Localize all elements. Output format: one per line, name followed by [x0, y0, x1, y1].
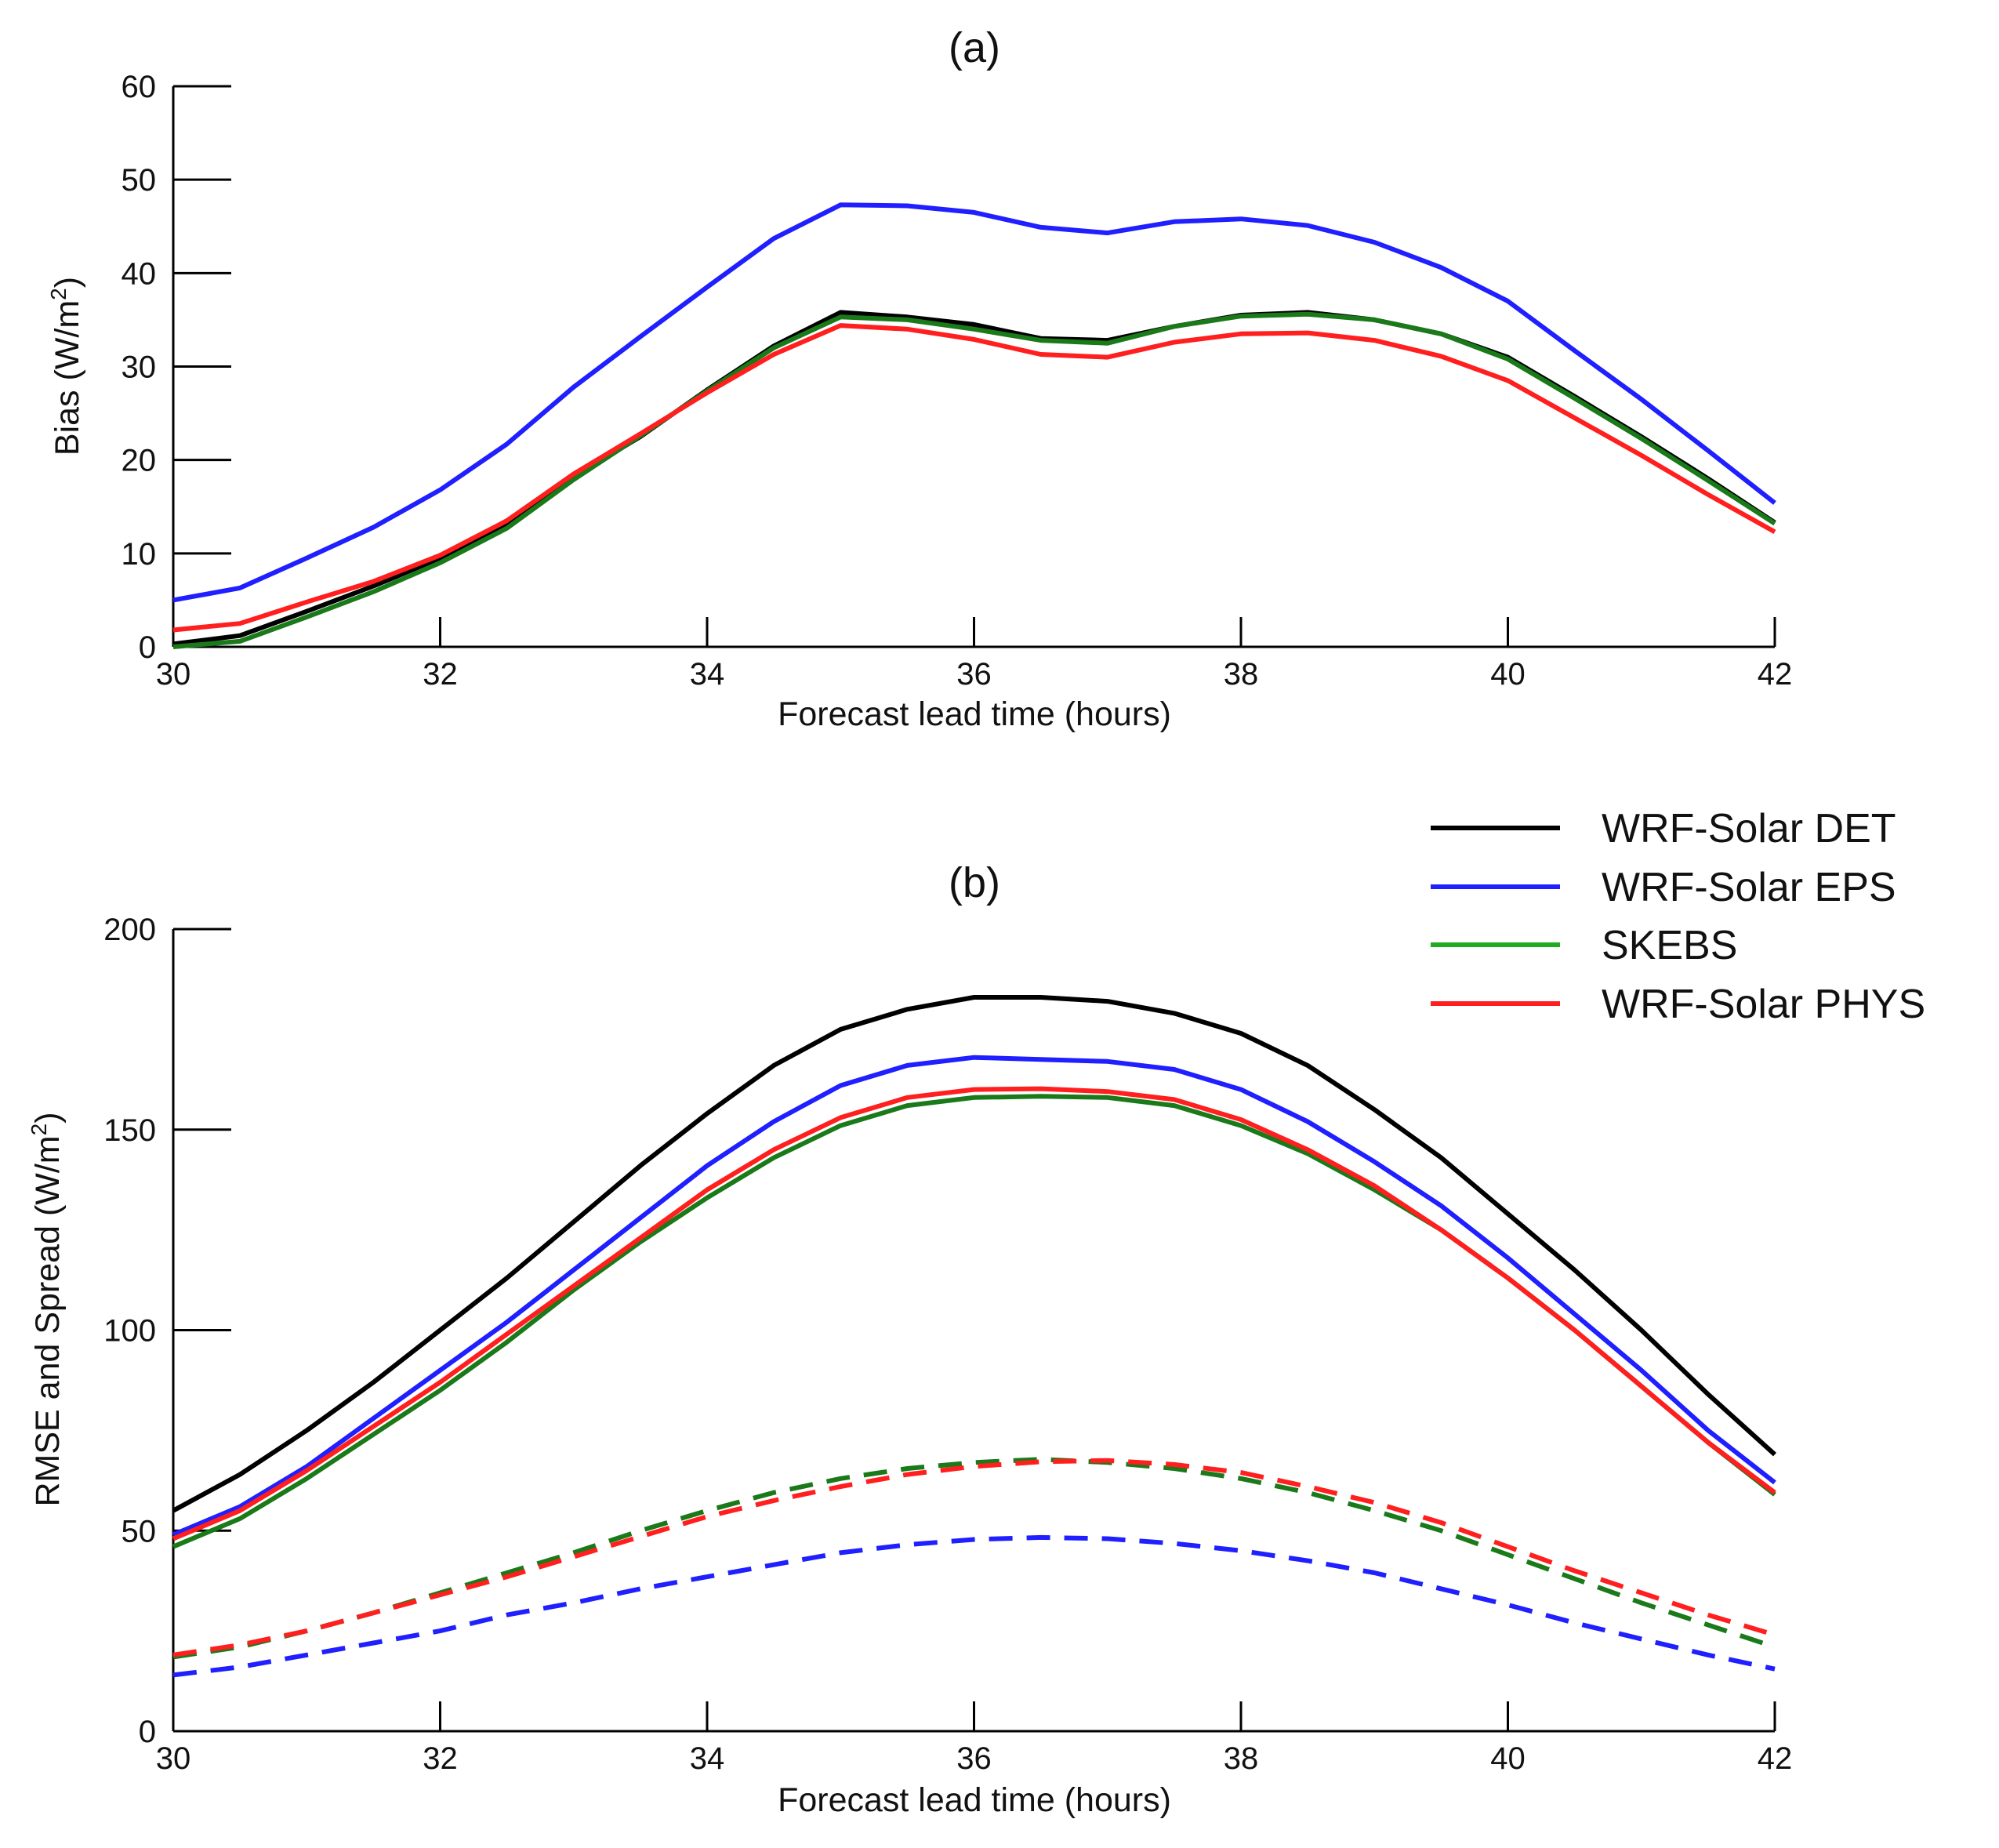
legend: WRF-Solar DET WRF-Solar EPS SKEBS WRF-So…: [1431, 806, 1925, 1027]
panel-b-y-label-sup: 2: [27, 1124, 51, 1136]
panel-b-y-tick-label: 50: [122, 1514, 157, 1548]
panel-b-x-tick-label: 38: [1224, 1741, 1259, 1776]
legend-label-wrf-solar-eps: WRF-Solar EPS: [1602, 865, 1896, 910]
panel-a-x-tick-label: 38: [1224, 657, 1259, 692]
panel-b-x-tick-label: 30: [156, 1741, 191, 1776]
panel-b-x-tick-label: 36: [956, 1741, 992, 1776]
panel-b-x-axis-label: Forecast lead time (hours): [778, 1781, 1171, 1819]
legend-label-wrf-solar-det: WRF-Solar DET: [1602, 806, 1896, 851]
panel-b-series-wrf-solar-phys-spread: [172, 1458, 1776, 1657]
panel-b-x-tick-label: 32: [423, 1741, 458, 1776]
panel-a-y-tick-label: 0: [139, 630, 156, 665]
panel-a-x-tick-label: 40: [1490, 657, 1526, 692]
panel-b-series-wrf-solar-eps-spread: [172, 1534, 1776, 1678]
panel-a-y-tick-label: 50: [122, 163, 157, 198]
panel-a-series-wrf-solar-det: [172, 310, 1776, 647]
panel-a-series-skebs: [172, 311, 1776, 649]
panel-b-series-wrf-solar-det: [172, 995, 1777, 1513]
panel-a-y-label-close: ): [49, 277, 86, 288]
panel-b-x-tick-label: 40: [1490, 1741, 1526, 1776]
panel-b-x-tick-label: 34: [690, 1741, 725, 1776]
panel-a-y-label-base: Bias (W/m: [49, 300, 86, 456]
panel-b-y-label-close: ): [29, 1112, 67, 1123]
panel-a-y-axis-label: Bias (W/m2): [46, 277, 86, 456]
panel-a-axes: 30 32 34 36 38 40 42 0 10 20 30 40 50 60: [122, 70, 1793, 692]
panel-a-y-label-sup: 2: [46, 288, 71, 300]
panel-a-y-tick-label: 30: [122, 350, 157, 385]
panel-b-series-wrf-solar-eps: [172, 1055, 1776, 1538]
panel-a-y-tick-label: 60: [122, 70, 157, 104]
panel-a-x-tick-label: 30: [156, 657, 191, 692]
legend-label-wrf-solar-phys: WRF-Solar PHYS: [1602, 982, 1925, 1027]
panel-b-title: (b): [949, 859, 1000, 906]
panel-b-y-tick-label: 0: [139, 1715, 156, 1749]
panel-a-x-tick-label: 32: [423, 657, 458, 692]
panel-b-y-tick-label: 150: [103, 1113, 156, 1148]
panel-b-series-wrf-solar-phys: [172, 1086, 1776, 1541]
panel-a-plot: [172, 202, 1776, 649]
panel-b-plot: [172, 995, 1777, 1678]
panel-a-series-wrf-solar-eps: [172, 202, 1776, 603]
panel-b-y-axis-label: RMSE and Spread (W/m2): [27, 1112, 67, 1506]
panel-b-y-tick-label: 100: [103, 1314, 156, 1349]
panel-a-title: (a): [949, 24, 1000, 71]
panel-b: (b) Forecast lead time (hours) RMSE and …: [27, 859, 1792, 1819]
legend-label-skebs: SKEBS: [1602, 923, 1737, 968]
panel-b-x-tick-label: 42: [1758, 1741, 1793, 1776]
panel-a: (a) Forecast lead time (hours) Bias (W/m…: [46, 24, 1792, 733]
panel-b-y-tick-label: 200: [103, 913, 156, 947]
panel-a-x-axis-label: Forecast lead time (hours): [778, 695, 1171, 733]
panel-b-axes: 30 32 34 36 38 40 42 0 50 100 150 200: [103, 913, 1792, 1776]
panel-a-y-tick-label: 40: [122, 256, 157, 291]
panel-b-series-skebs: [172, 1094, 1776, 1549]
panel-a-y-tick-label: 10: [122, 537, 157, 572]
panel-b-y-label-base: RMSE and Spread (W/m: [29, 1135, 67, 1506]
panel-a-x-tick-label: 34: [690, 657, 725, 692]
panel-a-y-tick-label: 20: [122, 444, 157, 478]
panel-a-x-tick-label: 36: [956, 657, 992, 692]
panel-a-series-wrf-solar-phys: [172, 323, 1776, 633]
panel-a-x-tick-label: 42: [1758, 657, 1793, 692]
